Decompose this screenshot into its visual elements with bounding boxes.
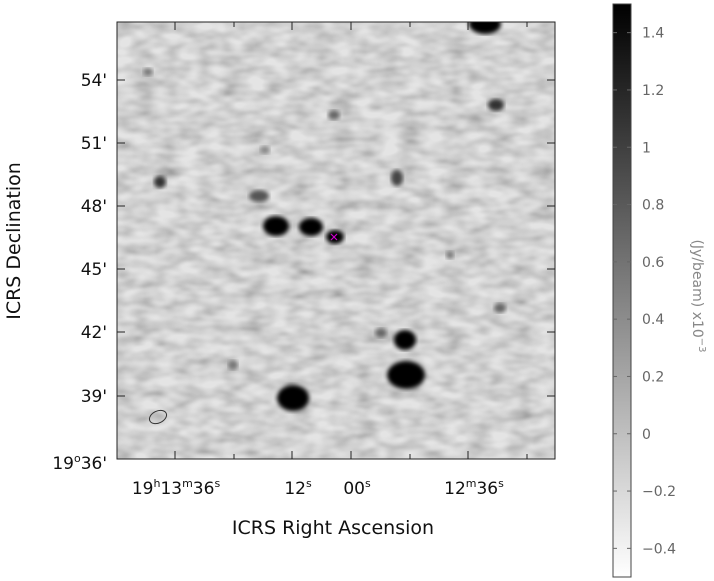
colorbar-tick-label: 0.2 [642,369,664,385]
target-marker [330,233,338,241]
y-tick-label: 42' [81,323,107,343]
x-tick-label: 00s [343,477,371,499]
faint-source [328,110,340,120]
bright-source [469,22,501,34]
faint-source [143,68,153,76]
colorbar-tick-label: 0.4 [642,312,664,328]
faint-source [488,99,504,111]
y-axis-title: ICRS Declination [3,162,25,320]
colorbar-tick-label: −0.4 [642,541,676,557]
image-panel [116,21,556,460]
y-tick-label: 54' [81,71,107,91]
x-tick-label: 12m36s [444,477,504,499]
bright-source [326,230,344,244]
colorbar-tick-label: 0 [642,427,651,443]
x-axis-title: ICRS Right Ascension [232,517,434,539]
faint-source [228,360,238,370]
bright-source [277,385,309,411]
y-tick-label: 19o36' [52,452,107,474]
colorbar-tick-label: 1 [642,140,651,156]
colorbar-tick-label: 0.6 [642,255,664,271]
y-tick-labels: 54' 51' 48' 45' 42' 39' 19o36' [52,71,107,474]
x-tick-label: 12s [284,477,312,499]
colorbar-tick-label: −0.2 [642,484,676,500]
colorbar: 1.4 1.2 1 0.8 0.6 0.4 0.2 0 −0.2 −0.4 (Jy/beam) x… [612,3,707,578]
bright-source [263,216,289,236]
y-tick-label: 48' [81,197,107,217]
faint-source [494,303,506,313]
sources [143,22,506,411]
x-tick-labels: 19h13m36s 12s 00s 12m36s [132,477,504,499]
bright-source [387,361,425,389]
y-tick-degree-unit: o [74,452,81,465]
faint-source [260,146,270,154]
faint-source [375,328,387,338]
colorbar-exponent: −3 [696,338,707,353]
colorbar-ticks: 1.4 1.2 1 0.8 0.6 0.4 0.2 0 −0.2 −0.4 [613,26,676,557]
y-tick-degrees: 19 [52,454,74,474]
y-tick-label: 51' [81,134,107,154]
colorbar-tick-label: 1.4 [642,26,664,42]
colorbar-tick-label: 1.2 [642,83,664,99]
x-tick-label: 19h13m36s [132,477,221,499]
y-tick-minutes: 36' [81,454,107,474]
faint-source [446,251,454,259]
faint-source [391,170,403,186]
axis-ticks [116,22,555,460]
faint-source [249,190,269,202]
colorbar-title: (Jy/beam) x10−3 [689,239,707,352]
colorbar-tick-label: 0.8 [642,198,664,214]
colorbar-gradient [612,3,632,578]
y-tick-label: 45' [81,260,107,280]
y-tick-label: 39' [81,387,107,407]
bright-source [299,218,323,236]
beam-ellipse [148,409,168,425]
image-frame [116,21,556,460]
bright-source [394,330,416,350]
faint-source [154,176,166,188]
